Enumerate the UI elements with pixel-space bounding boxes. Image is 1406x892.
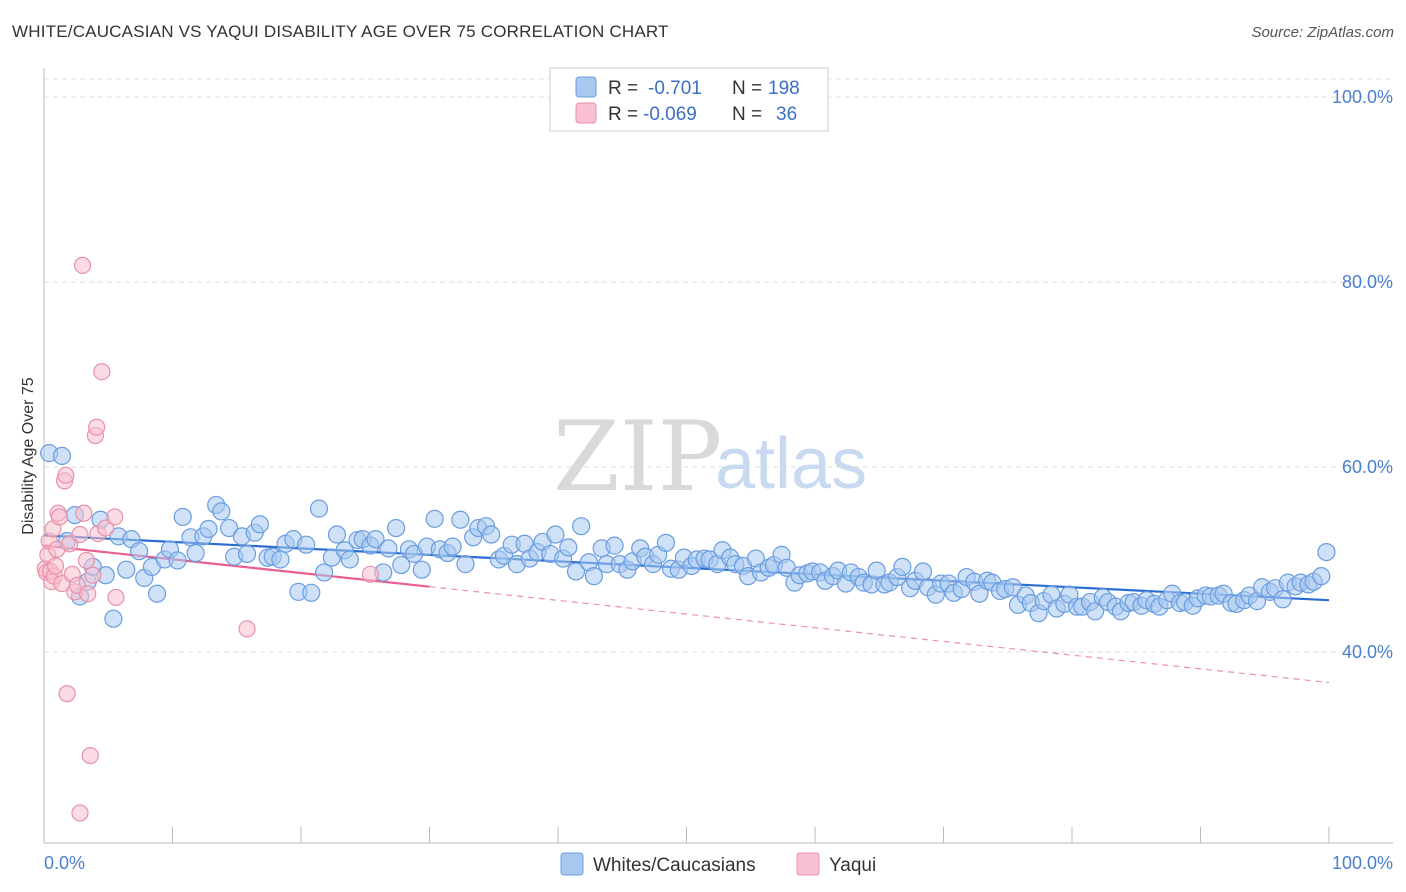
point-whites bbox=[250, 515, 269, 534]
point-whites bbox=[327, 525, 347, 544]
y-tick-label: 100.0% bbox=[1332, 87, 1393, 107]
point-whites bbox=[104, 609, 123, 628]
watermark: ZIP atlas bbox=[553, 401, 867, 513]
point-yaqui bbox=[107, 588, 125, 607]
stats-n-value: 36 bbox=[776, 104, 797, 125]
point-whites bbox=[443, 537, 462, 556]
point-whites bbox=[186, 543, 205, 563]
legend-swatch-whites bbox=[560, 852, 584, 876]
point-yaqui bbox=[88, 418, 106, 436]
point-yaqui bbox=[84, 566, 102, 584]
y-axis-label: Disability Age Over 75 bbox=[20, 377, 37, 535]
point-yaqui bbox=[58, 685, 76, 703]
point-whites bbox=[546, 525, 565, 544]
point-whites bbox=[212, 502, 231, 521]
point-yaqui bbox=[75, 504, 93, 522]
stats-r-label: R = bbox=[608, 78, 638, 99]
point-whites bbox=[219, 518, 239, 538]
point-whites bbox=[340, 550, 359, 569]
stats-r-value: -0.701 bbox=[648, 78, 702, 99]
point-whites bbox=[1086, 602, 1105, 621]
point-yaqui bbox=[50, 508, 69, 526]
point-whites bbox=[379, 539, 398, 558]
stats-n-label: N = bbox=[732, 104, 762, 125]
point-whites bbox=[605, 536, 624, 555]
x-tick-label: 0.0% bbox=[44, 853, 85, 873]
point-yaqui bbox=[77, 551, 96, 570]
y-tick-label: 60.0% bbox=[1342, 457, 1393, 477]
point-yaqui bbox=[79, 585, 97, 603]
tick-labels: 40.0% 60.0% 80.0% 100.0% 0.0% 100.0% bbox=[44, 87, 1393, 873]
stats-r-label: R = bbox=[608, 104, 638, 125]
y-tick-label: 80.0% bbox=[1342, 272, 1393, 292]
stats-r-value: -0.069 bbox=[643, 104, 697, 125]
point-whites bbox=[297, 535, 316, 554]
stats-legend: R = -0.701 N = 198 R = -0.069 N = 36 bbox=[549, 67, 829, 132]
chart-title: WHITE/CAUCASIAN VS YAQUI DISABILITY AGE … bbox=[12, 22, 669, 41]
watermark-zip: ZIP bbox=[553, 401, 722, 513]
x-tick-label: 100.0% bbox=[1332, 853, 1393, 873]
data-points bbox=[36, 256, 1336, 822]
point-whites bbox=[302, 583, 321, 602]
point-yaqui bbox=[93, 363, 111, 381]
point-whites bbox=[656, 533, 676, 552]
point-whites bbox=[566, 562, 586, 581]
point-yaqui bbox=[57, 466, 75, 484]
point-whites bbox=[1312, 567, 1331, 586]
point-yaqui bbox=[46, 557, 65, 575]
point-whites bbox=[309, 499, 329, 518]
point-whites bbox=[129, 542, 149, 561]
point-whites bbox=[52, 446, 72, 465]
point-yaqui bbox=[238, 620, 256, 638]
point-whites bbox=[392, 555, 411, 575]
legend-label-yaqui: Yaqui bbox=[829, 855, 876, 876]
point-whites bbox=[1003, 578, 1022, 597]
stats-swatch-blue bbox=[575, 76, 597, 98]
source-credit: Source: ZipAtlas.com bbox=[1251, 24, 1394, 41]
stats-swatch-pink bbox=[575, 102, 597, 124]
point-whites bbox=[1273, 590, 1292, 609]
trend-line-yaqui-extension bbox=[429, 586, 1330, 684]
point-whites bbox=[584, 567, 604, 586]
point-whites bbox=[366, 530, 385, 549]
point-yaqui bbox=[81, 746, 99, 765]
point-yaqui bbox=[71, 804, 89, 822]
point-whites bbox=[451, 510, 470, 529]
point-whites bbox=[147, 584, 167, 603]
stats-n-label: N = bbox=[732, 78, 762, 99]
series-legend: Whites/Caucasians Yaqui bbox=[560, 852, 876, 876]
point-whites bbox=[315, 563, 334, 582]
point-whites bbox=[482, 525, 501, 544]
point-whites bbox=[559, 538, 578, 557]
point-whites bbox=[867, 561, 886, 580]
point-whites bbox=[1317, 542, 1336, 562]
point-whites bbox=[117, 560, 136, 579]
point-yaqui bbox=[97, 519, 115, 537]
watermark-atlas: atlas bbox=[715, 424, 867, 504]
point-yaqui bbox=[71, 525, 89, 544]
point-whites bbox=[168, 551, 187, 570]
point-whites bbox=[237, 544, 257, 564]
point-whites bbox=[425, 509, 444, 528]
point-whites bbox=[199, 519, 218, 539]
y-tick-label: 40.0% bbox=[1342, 642, 1393, 662]
point-whites bbox=[913, 562, 933, 581]
stats-n-value: 198 bbox=[768, 78, 800, 99]
point-whites bbox=[173, 507, 192, 527]
point-yaqui bbox=[106, 508, 124, 526]
point-whites bbox=[386, 518, 406, 538]
point-whites bbox=[893, 557, 912, 577]
point-whites bbox=[572, 517, 591, 536]
legend-swatch-yaqui bbox=[796, 852, 820, 876]
point-whites bbox=[412, 560, 431, 579]
point-whites bbox=[456, 555, 475, 574]
legend-label-whites: Whites/Caucasians bbox=[593, 855, 756, 876]
point-whites bbox=[271, 550, 290, 569]
point-yaqui bbox=[361, 565, 379, 583]
point-yaqui bbox=[73, 256, 92, 274]
